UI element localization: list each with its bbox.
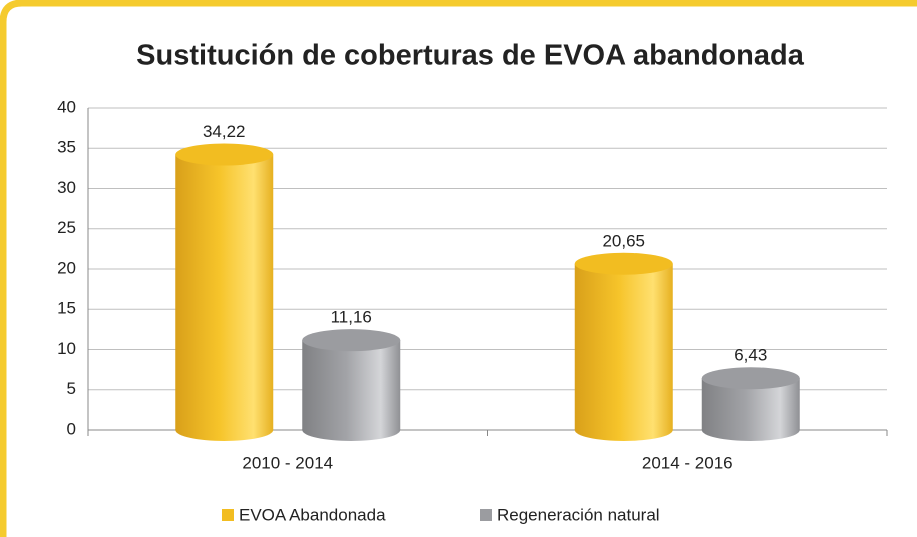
- legend-label: EVOA Abandonada: [239, 505, 386, 524]
- bar: [175, 143, 274, 441]
- bar: [574, 252, 673, 441]
- legend-label: Regeneración natural: [497, 505, 660, 524]
- bar-base: [302, 419, 401, 441]
- y-tick-label: 0: [67, 419, 76, 438]
- value-label: 34,22: [203, 122, 246, 141]
- legend-swatch: [222, 509, 234, 521]
- bar-top: [574, 252, 673, 275]
- legend-swatch: [480, 509, 492, 521]
- value-label: 11,16: [331, 308, 372, 327]
- bar-body: [302, 340, 401, 430]
- y-tick-label: 15: [57, 299, 76, 318]
- bar-base: [701, 419, 800, 441]
- bar: [302, 329, 401, 441]
- chart-title: Sustitución de coberturas de EVOA abando…: [136, 40, 805, 72]
- value-label: 6,43: [734, 346, 767, 365]
- bar-base: [574, 419, 673, 441]
- y-tick-label: 25: [57, 218, 76, 237]
- bar-base: [175, 419, 274, 441]
- y-tick-label: 20: [57, 258, 76, 277]
- bar-top: [701, 367, 800, 390]
- bar-top: [302, 329, 401, 352]
- y-tick-label: 5: [67, 379, 76, 398]
- value-label: 20,65: [602, 231, 645, 250]
- bar-top: [175, 143, 274, 166]
- y-tick-label: 30: [57, 178, 76, 197]
- bar: [701, 367, 800, 441]
- bar-body: [574, 263, 673, 430]
- y-tick-label: 10: [57, 339, 76, 358]
- x-tick-label: 2014 - 2016: [642, 453, 733, 472]
- x-tick-label: 2010 - 2014: [242, 453, 333, 472]
- bar-body: [175, 154, 274, 431]
- y-tick-label: 40: [57, 97, 76, 116]
- y-tick-label: 35: [57, 138, 76, 157]
